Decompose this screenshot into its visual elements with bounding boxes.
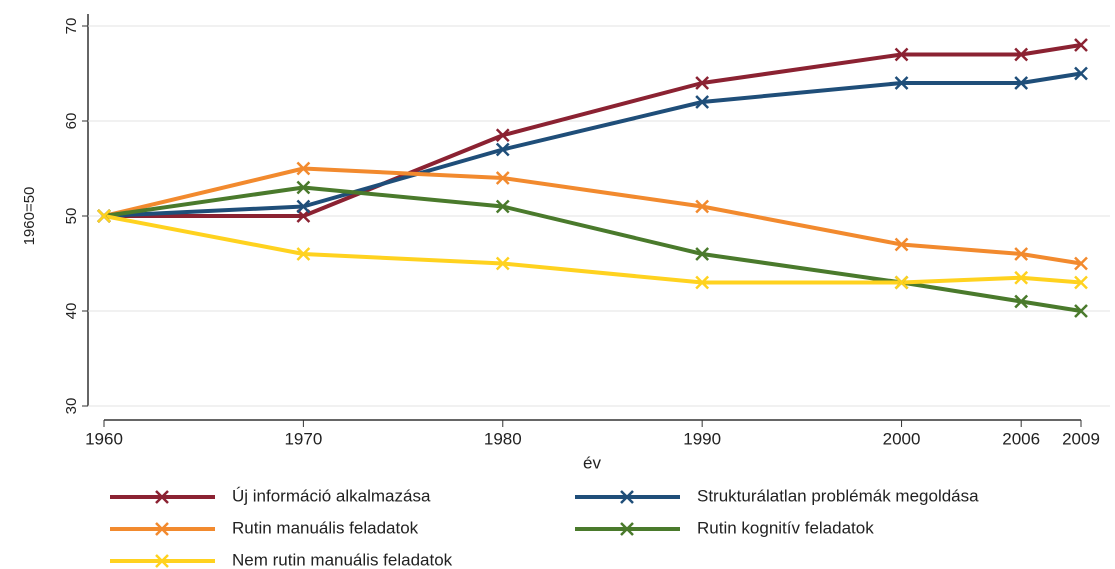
y-tick-label: 30 [63, 398, 80, 415]
x-tick-label: 1960 [85, 429, 123, 448]
series-line [103, 185, 1082, 313]
x-tick-label: 1980 [484, 429, 522, 448]
marker [894, 237, 909, 252]
y-tick-label: 50 [63, 208, 80, 225]
marker [296, 199, 311, 214]
marker [1014, 76, 1029, 90]
legend-label: Nem rutin manuális feladatok [232, 550, 453, 569]
marker [1074, 38, 1088, 52]
x-tick-label: 2006 [1002, 429, 1040, 448]
y-tick-label: 40 [63, 303, 80, 320]
marker [1014, 47, 1029, 62]
marker [1014, 247, 1029, 261]
marker [695, 95, 710, 109]
marker [1074, 256, 1088, 271]
y-axis-label: 1960=50 [21, 187, 38, 246]
x-tick-label: 2009 [1062, 429, 1100, 448]
x-tick-label: 1970 [284, 429, 322, 448]
marker [1014, 270, 1029, 285]
marker [296, 180, 311, 195]
legend-label: Új információ alkalmazása [232, 486, 431, 505]
marker [1014, 294, 1029, 309]
marker [1074, 275, 1088, 290]
x-tick-label: 2000 [883, 429, 921, 448]
marker [1074, 66, 1088, 81]
marker [495, 256, 510, 271]
legend-label: Strukturálatlan problémák megoldása [697, 486, 979, 505]
marker [495, 128, 510, 143]
legend-marker [155, 522, 169, 536]
marker [97, 209, 111, 223]
marker [1074, 304, 1088, 318]
legend-label: Rutin kognitív feladatok [697, 518, 874, 537]
x-tick-label: 1990 [683, 429, 721, 448]
marker [296, 161, 311, 176]
marker [296, 247, 311, 261]
marker [495, 199, 510, 214]
legend-marker [620, 522, 634, 536]
marker [894, 76, 909, 90]
marker [495, 142, 510, 157]
marker [695, 76, 710, 90]
marker [695, 275, 710, 290]
marker [695, 199, 710, 214]
y-tick-label: 60 [63, 113, 80, 130]
legend-marker [155, 490, 169, 504]
marker [894, 275, 909, 290]
y-tick-label: 70 [63, 18, 80, 35]
x-axis-label: év [583, 453, 601, 472]
legend-label: Rutin manuális feladatok [232, 518, 419, 537]
legend-marker [620, 490, 634, 504]
legend-marker [155, 554, 169, 568]
marker [894, 47, 909, 62]
marker [495, 171, 510, 185]
marker [695, 247, 710, 261]
